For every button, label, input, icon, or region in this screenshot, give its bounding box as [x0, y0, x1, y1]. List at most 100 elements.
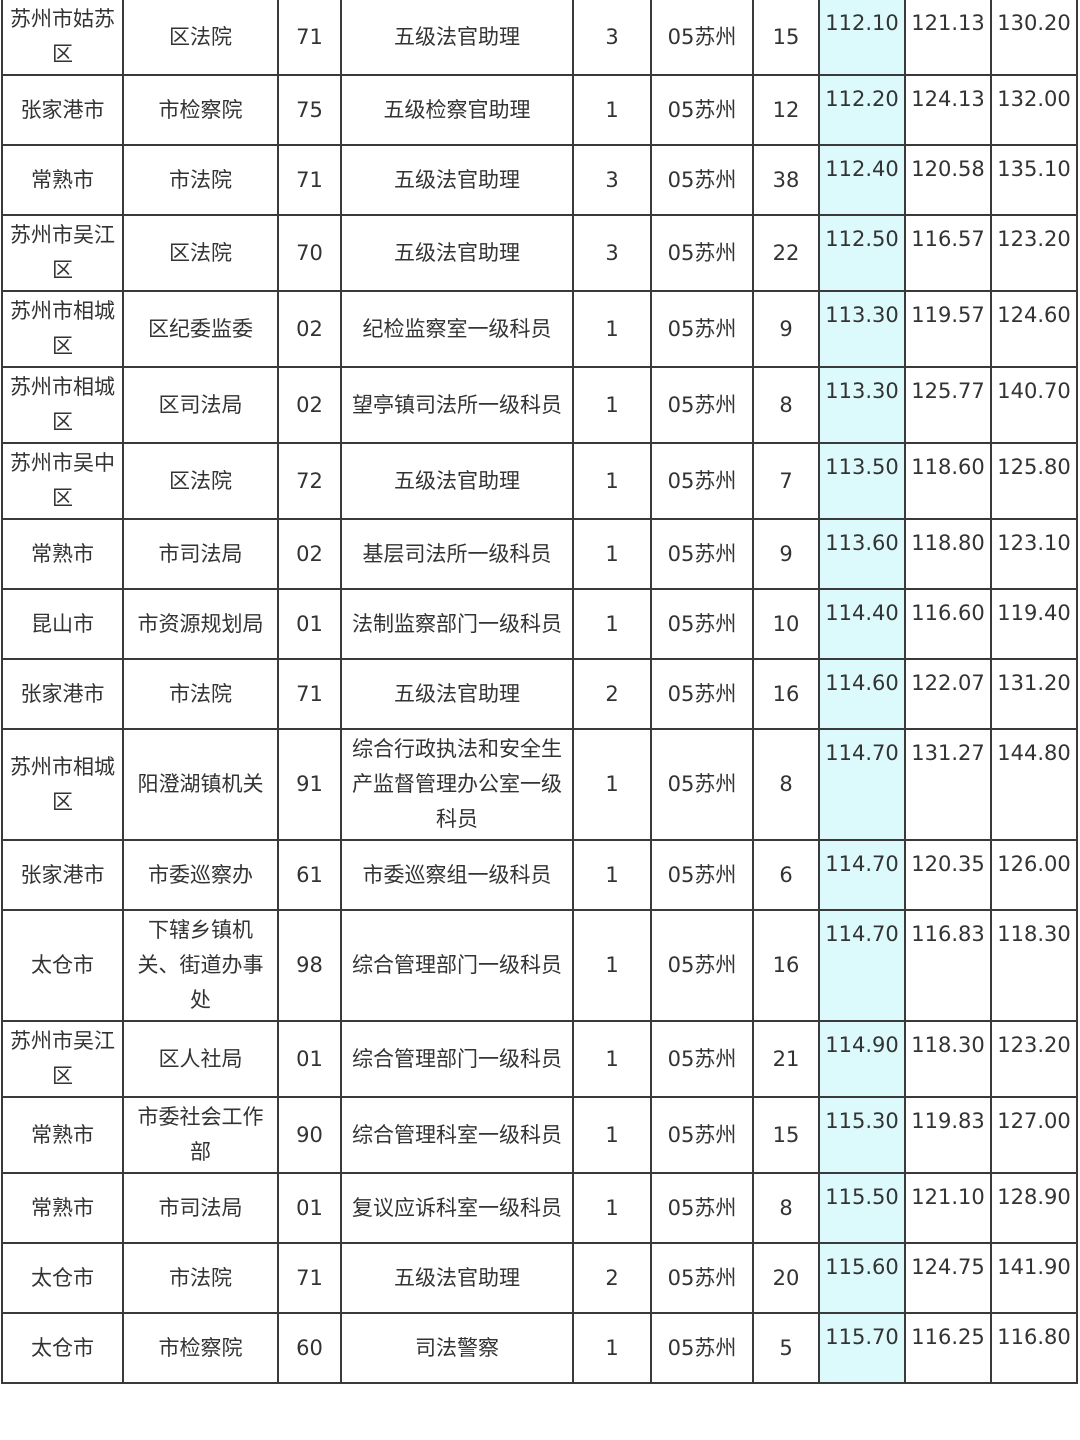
cell-position: 基层司法所一级科员 [340, 518, 574, 590]
cell-quota: 1 [572, 74, 652, 146]
cell-exam-area: 05苏州 [650, 1242, 754, 1314]
cell-exam-area: 05苏州 [650, 144, 754, 216]
cell-position: 司法警察 [340, 1312, 574, 1384]
table-row: 苏州市相城区 区司法局 02 望亭镇司法所一级科员 1 05苏州 8 113.30 125.77… [1, 366, 1078, 444]
cell-avg-score: 116.57 [904, 214, 992, 292]
cell-applicants: 21 [752, 1020, 820, 1098]
cell-min-score: 114.60 [818, 658, 906, 730]
cell-avg-score: 118.80 [904, 518, 992, 590]
cell-department: 下辖乡镇机关、街道办事处 [122, 909, 279, 1022]
cell-avg-score: 120.58 [904, 144, 992, 216]
cell-position: 纪检监察室一级科员 [340, 290, 574, 368]
cell-department: 市委巡察办 [122, 839, 279, 911]
cell-avg-score: 121.13 [904, 0, 992, 76]
cell-avg-score: 122.07 [904, 658, 992, 730]
cell-quota: 2 [572, 1242, 652, 1314]
cell-max-score: 131.20 [990, 658, 1078, 730]
cell-max-score: 116.80 [990, 1312, 1078, 1384]
cell-region: 常熟市 [1, 1096, 124, 1174]
cell-exam-area: 05苏州 [650, 0, 754, 76]
cell-region: 苏州市相城区 [1, 728, 124, 841]
cell-dept-code: 91 [277, 728, 342, 841]
table-row: 张家港市 市检察院 75 五级检察官助理 1 05苏州 12 112.20 124.13 132.… [1, 74, 1078, 146]
cell-position: 五级法官助理 [340, 214, 574, 292]
cell-exam-area: 05苏州 [650, 1020, 754, 1098]
table-row: 太仓市 市检察院 60 司法警察 1 05苏州 5 115.70 116.25 116.80 [1, 1312, 1078, 1384]
table-row: 苏州市吴江区 区人社局 01 综合管理部门一级科员 1 05苏州 21 114.90 118.3… [1, 1020, 1078, 1098]
cell-position: 复议应诉科室一级科员 [340, 1172, 574, 1244]
cell-quota: 1 [572, 728, 652, 841]
cell-department: 市司法局 [122, 518, 279, 590]
cell-region: 太仓市 [1, 909, 124, 1022]
cell-max-score: 141.90 [990, 1242, 1078, 1314]
cell-applicants: 15 [752, 1096, 820, 1174]
cell-position: 法制监察部门一级科员 [340, 588, 574, 660]
cell-department: 区法院 [122, 0, 279, 76]
cell-max-score: 125.80 [990, 442, 1078, 520]
cell-max-score: 119.40 [990, 588, 1078, 660]
cell-quota: 1 [572, 1312, 652, 1384]
cell-max-score: 124.60 [990, 290, 1078, 368]
cell-quota: 1 [572, 1172, 652, 1244]
cell-max-score: 130.20 [990, 0, 1078, 76]
cell-region: 苏州市吴中区 [1, 442, 124, 520]
cell-max-score: 126.00 [990, 839, 1078, 911]
cell-position: 望亭镇司法所一级科员 [340, 366, 574, 444]
cell-department: 市法院 [122, 1242, 279, 1314]
cell-department: 市法院 [122, 658, 279, 730]
table-row: 苏州市吴江区 区法院 70 五级法官助理 3 05苏州 22 112.50 116.57 123.… [1, 214, 1078, 292]
cell-exam-area: 05苏州 [650, 442, 754, 520]
cell-dept-code: 02 [277, 290, 342, 368]
cell-dept-code: 02 [277, 518, 342, 590]
cell-exam-area: 05苏州 [650, 728, 754, 841]
cell-max-score: 144.80 [990, 728, 1078, 841]
cell-min-score: 114.70 [818, 909, 906, 1022]
table-row: 张家港市 市法院 71 五级法官助理 2 05苏州 16 114.60 122.07 131.20 [1, 658, 1078, 730]
cell-exam-area: 05苏州 [650, 658, 754, 730]
cell-min-score: 113.30 [818, 290, 906, 368]
cell-avg-score: 120.35 [904, 839, 992, 911]
cell-position: 市委巡察组一级科员 [340, 839, 574, 911]
cell-dept-code: 71 [277, 658, 342, 730]
table-row: 张家港市 市委巡察办 61 市委巡察组一级科员 1 05苏州 6 114.70 120.35 12… [1, 839, 1078, 911]
cell-min-score: 114.40 [818, 588, 906, 660]
cell-min-score: 113.60 [818, 518, 906, 590]
cell-applicants: 8 [752, 366, 820, 444]
cell-region: 苏州市相城区 [1, 290, 124, 368]
cell-min-score: 113.30 [818, 366, 906, 444]
table-row: 常熟市 市法院 71 五级法官助理 3 05苏州 38 112.40 120.58 135.10 [1, 144, 1078, 216]
cell-avg-score: 118.30 [904, 1020, 992, 1098]
cell-applicants: 38 [752, 144, 820, 216]
cell-region: 苏州市吴江区 [1, 1020, 124, 1098]
cell-department: 市委社会工作部 [122, 1096, 279, 1174]
cell-department: 市检察院 [122, 1312, 279, 1384]
cell-max-score: 135.10 [990, 144, 1078, 216]
cell-position: 五级法官助理 [340, 1242, 574, 1314]
cell-dept-code: 01 [277, 588, 342, 660]
cell-quota: 3 [572, 0, 652, 76]
cell-applicants: 6 [752, 839, 820, 911]
cell-min-score: 114.70 [818, 728, 906, 841]
cell-dept-code: 70 [277, 214, 342, 292]
cell-region: 太仓市 [1, 1242, 124, 1314]
cell-avg-score: 121.10 [904, 1172, 992, 1244]
cell-dept-code: 01 [277, 1172, 342, 1244]
cell-quota: 1 [572, 518, 652, 590]
cell-region: 常熟市 [1, 518, 124, 590]
cell-department: 市检察院 [122, 74, 279, 146]
cell-max-score: 123.20 [990, 214, 1078, 292]
cell-region: 常熟市 [1, 1172, 124, 1244]
cell-min-score: 112.50 [818, 214, 906, 292]
cell-max-score: 140.70 [990, 366, 1078, 444]
table-row: 常熟市 市委社会工作部 90 综合管理科室一级科员 1 05苏州 15 115.30 119.8… [1, 1096, 1078, 1174]
cell-region: 苏州市吴江区 [1, 214, 124, 292]
cell-min-score: 113.50 [818, 442, 906, 520]
cell-dept-code: 61 [277, 839, 342, 911]
cell-exam-area: 05苏州 [650, 1096, 754, 1174]
cell-dept-code: 01 [277, 1020, 342, 1098]
cell-dept-code: 71 [277, 144, 342, 216]
cell-position: 综合行政执法和安全生产监督管理办公室一级科员 [340, 728, 574, 841]
cell-exam-area: 05苏州 [650, 290, 754, 368]
cell-department: 区纪委监委 [122, 290, 279, 368]
cell-region: 太仓市 [1, 1312, 124, 1384]
